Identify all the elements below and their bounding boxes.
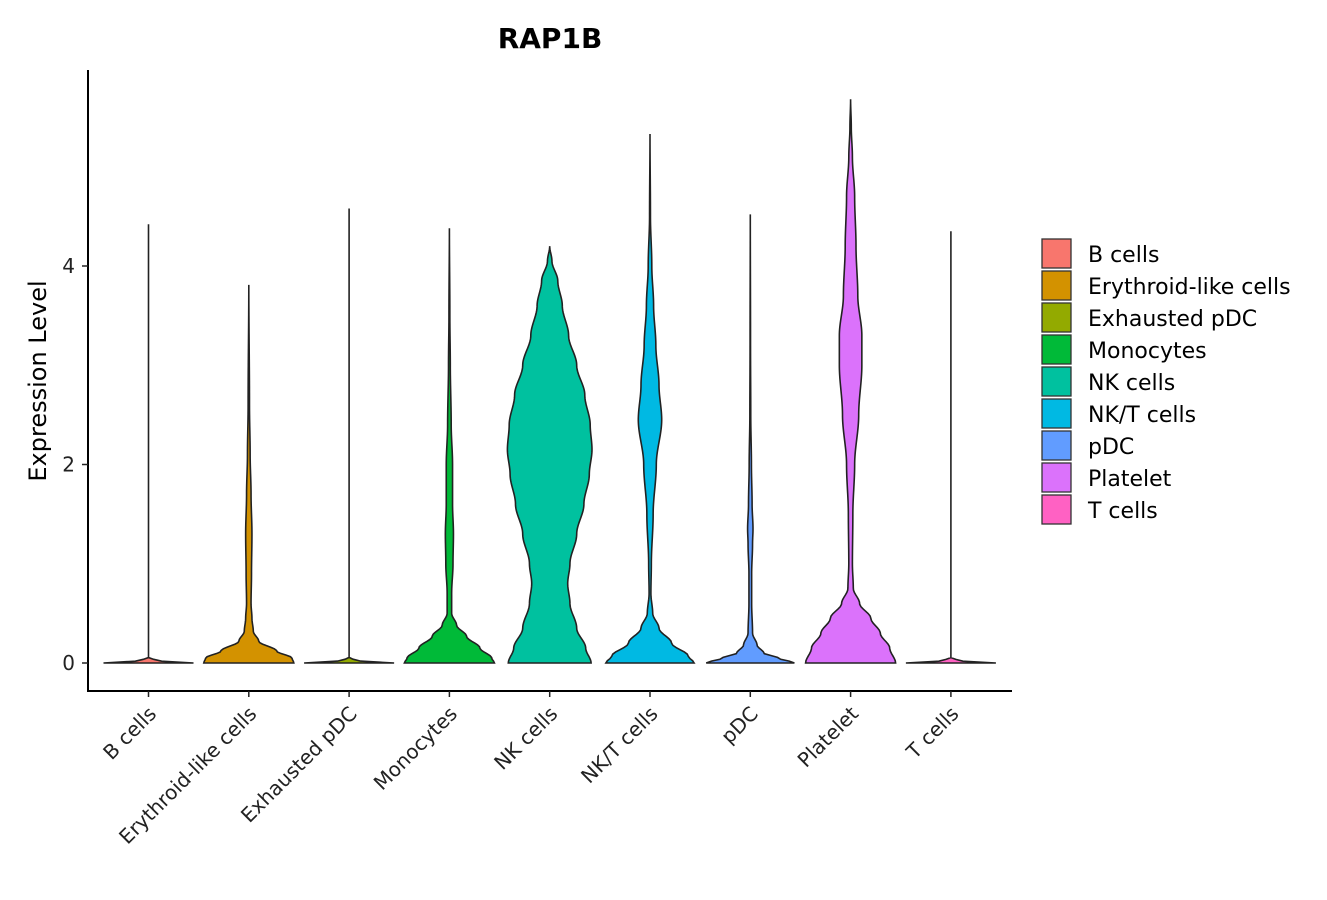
violin-monocytes xyxy=(403,228,496,664)
y-tick-label-0: 0 xyxy=(62,651,75,675)
violin-t-cells xyxy=(905,231,996,664)
legend-label-pdc: pDC xyxy=(1088,435,1134,460)
x-tick-label-t-cells: T cells xyxy=(901,702,964,765)
x-tick-label-b-cells: B cells xyxy=(98,702,161,765)
violin-b-cells xyxy=(103,224,194,664)
legend-label-nk-cells: NK cells xyxy=(1088,371,1175,396)
legend-key-nk-t-cells xyxy=(1041,398,1072,429)
x-tick-label-pdc: pDC xyxy=(716,702,763,749)
legend-label-exhausted-pdc: Exhausted pDC xyxy=(1088,307,1257,332)
violin-nk-t-cells xyxy=(604,134,696,664)
legend-label-t-cells: T cells xyxy=(1087,499,1158,524)
legend-key-t-cells xyxy=(1041,494,1072,525)
legend-key-b-cells xyxy=(1041,238,1072,269)
x-tick-label-nk-cells: NK cells xyxy=(489,702,562,775)
violin-pdc xyxy=(705,214,795,664)
chart-title: RAP1B xyxy=(498,22,603,55)
legend-label-platelet: Platelet xyxy=(1088,467,1172,492)
legend-key-erythroid-like-cells xyxy=(1041,270,1072,301)
violin-exhausted-pdc xyxy=(304,208,395,664)
x-tick-label-monocytes: Monocytes xyxy=(369,702,462,795)
legend-label-b-cells: B cells xyxy=(1088,243,1159,268)
legend-key-nk-cells xyxy=(1041,366,1072,397)
x-tick-label-platelet: Platelet xyxy=(793,701,864,772)
y-axis-title: Expression Level xyxy=(24,280,52,481)
violin-erythroid-like-cells xyxy=(202,284,295,664)
violins-group xyxy=(103,99,996,664)
legend-label-monocytes: Monocytes xyxy=(1088,339,1207,364)
legend-key-monocytes xyxy=(1041,334,1072,365)
x-tick-label-nk-t-cells: NK/T cells xyxy=(576,702,662,788)
y-tick-label-2: 2 xyxy=(62,453,75,477)
legend-key-pdc xyxy=(1041,430,1072,461)
legend-key-exhausted-pdc xyxy=(1041,302,1072,333)
legend-label-nk-t-cells: NK/T cells xyxy=(1088,403,1196,428)
violin-nk-cells xyxy=(506,246,593,664)
legend-label-erythroid-like-cells: Erythroid-like cells xyxy=(1088,275,1291,300)
violin-platelet xyxy=(804,99,897,664)
legend: B cells Erythroid-like cells Exhausted pDC… xyxy=(1041,238,1291,525)
y-ticks-group: 0 2 4 xyxy=(62,254,88,675)
legend-key-platelet xyxy=(1041,462,1072,493)
y-tick-label-4: 4 xyxy=(62,254,75,278)
